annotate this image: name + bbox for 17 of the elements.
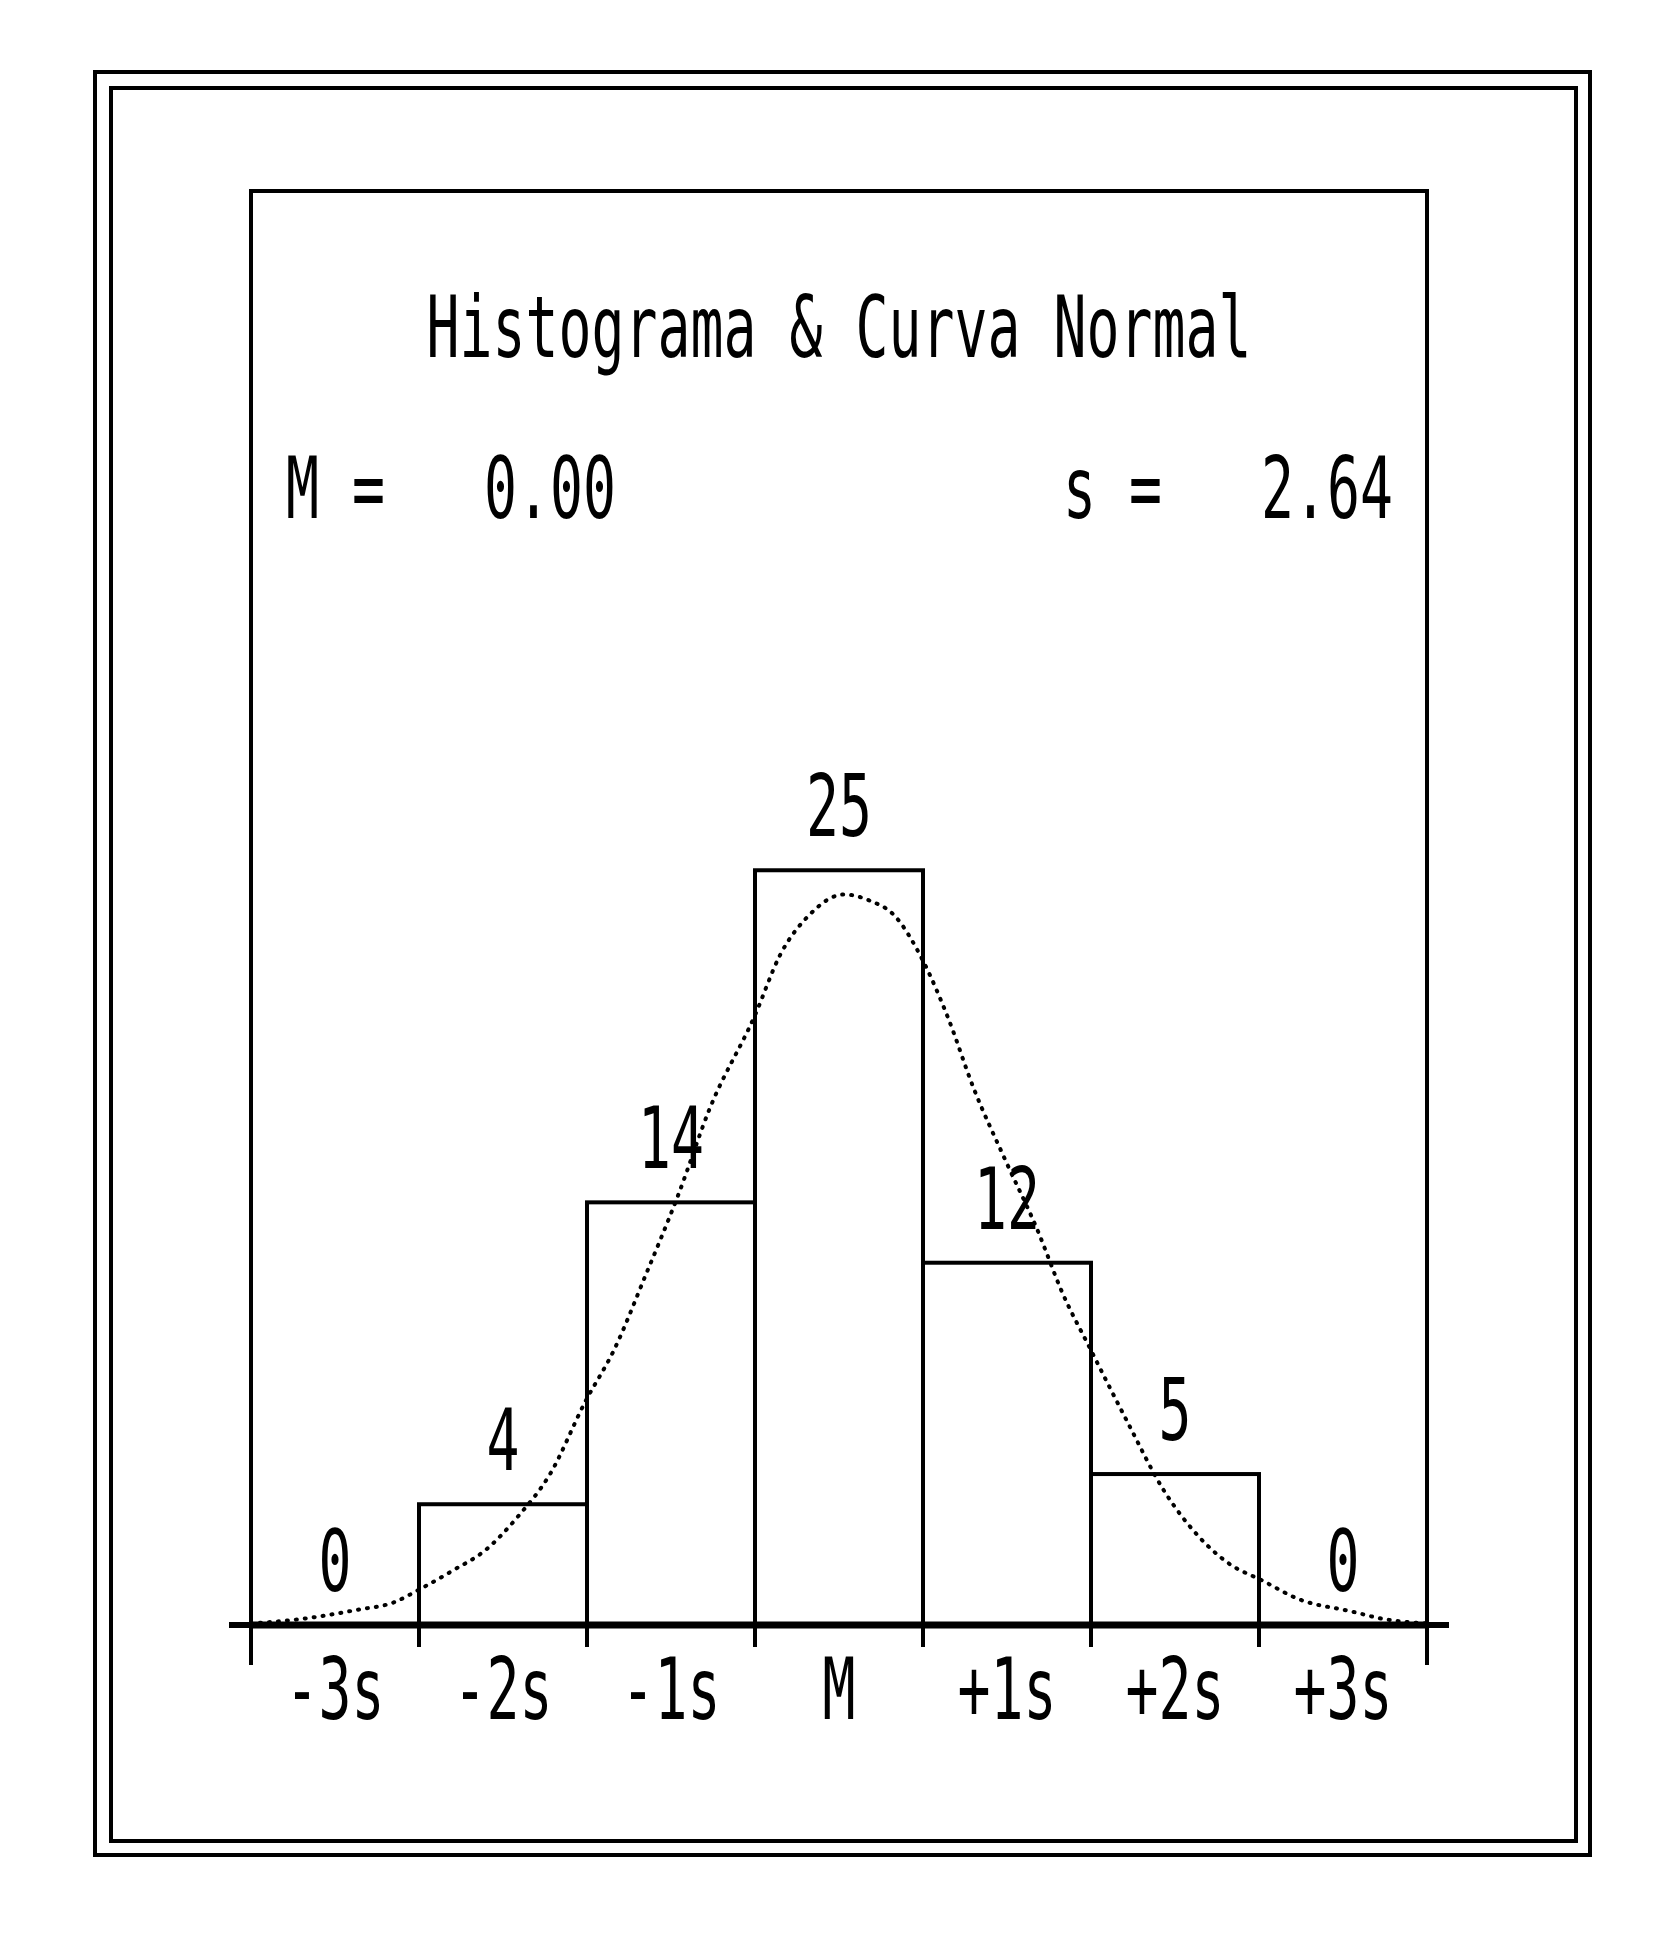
annotation: s = 2.64 (1062, 438, 1393, 539)
x-tick-label: M (822, 1639, 856, 1740)
data-label: 25 (806, 756, 872, 857)
x-tick-label: -1s (621, 1639, 721, 1740)
data-label: 4 (486, 1390, 520, 1491)
x-tick-label: +1s (957, 1639, 1057, 1740)
annotation: M = 0.00 (286, 438, 617, 539)
data-label: 0 (1326, 1511, 1360, 1612)
x-tick-label: -2s (453, 1639, 553, 1740)
x-tick-label: +3s (1293, 1639, 1393, 1740)
data-label: 12 (974, 1148, 1040, 1249)
data-label: 0 (318, 1511, 352, 1612)
x-tick-label: -3s (285, 1639, 385, 1740)
text: Histograma & Curva Normal (426, 277, 1252, 378)
x-tick-label: +2s (1125, 1639, 1225, 1740)
data-label: 14 (638, 1088, 704, 1189)
data-label: 5 (1158, 1360, 1192, 1461)
